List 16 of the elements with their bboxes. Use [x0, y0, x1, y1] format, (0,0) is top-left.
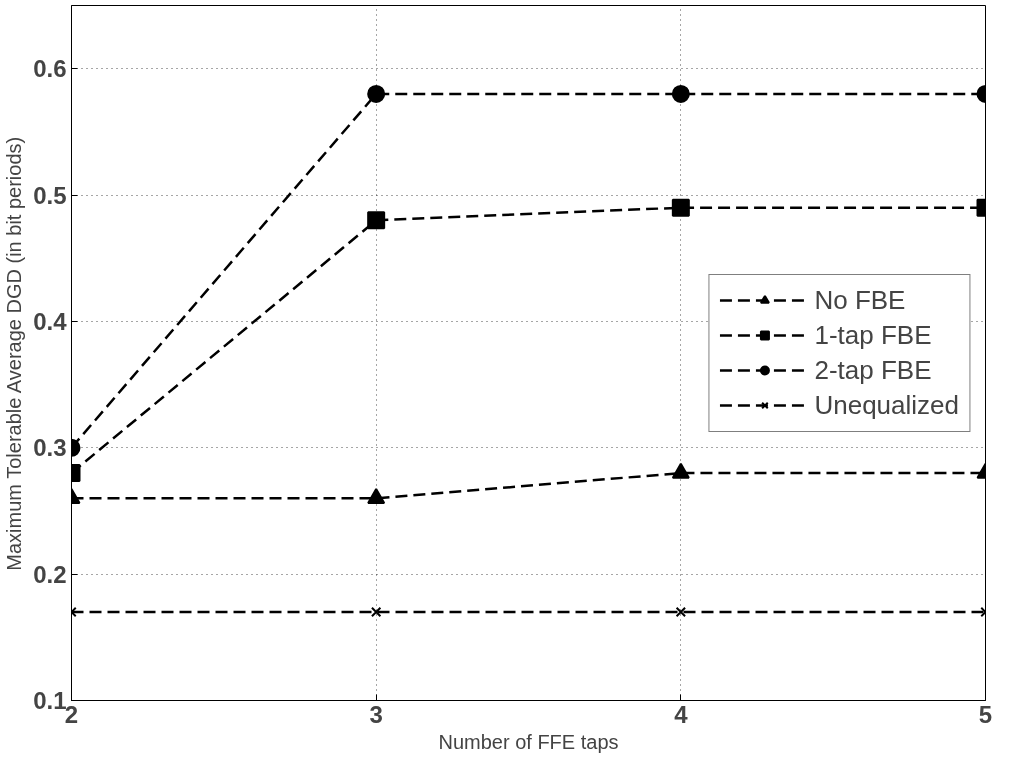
x-tick-label: 2 — [64, 700, 79, 728]
x-tick-label: 4 — [674, 700, 689, 728]
y-tick-label: 0.5 — [33, 181, 67, 209]
x-tick-label: 5 — [978, 700, 993, 728]
y-tick-label: 0.3 — [33, 434, 67, 462]
x-tick-label: 3 — [369, 700, 383, 728]
legend-label: 2-tap FBE — [814, 354, 932, 386]
y-axis-title: Maximum Tolerable Average DGD (in bit periods) — [3, 136, 26, 571]
y-tick-label: 0.1 — [33, 687, 67, 714]
x-axis-title: Number of FFE taps — [438, 730, 619, 753]
y-tick-label: 0.6 — [33, 55, 67, 83]
y-tick-label: 0.4 — [33, 307, 68, 335]
legend-label: 1-tap FBE — [814, 319, 932, 351]
legend-label: No FBE — [814, 284, 906, 316]
legend-label: Unequalized — [814, 389, 959, 421]
y-tick-label: 0.2 — [33, 560, 67, 588]
